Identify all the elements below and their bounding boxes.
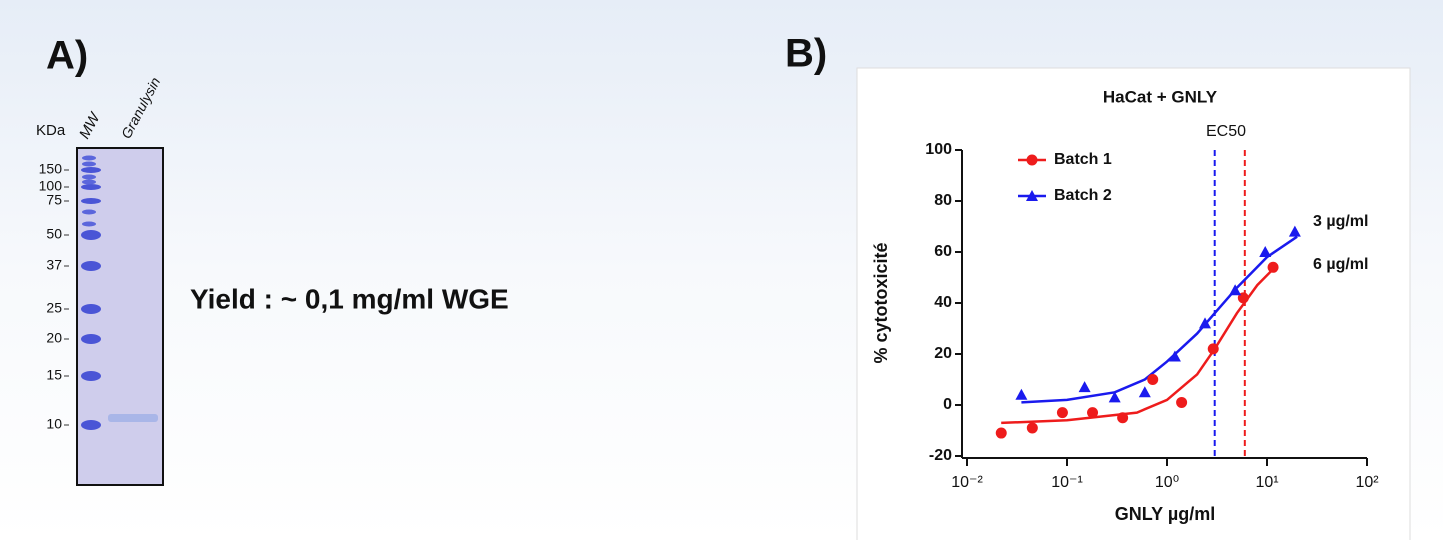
x-tick-label: 10⁻²: [951, 474, 983, 491]
y-tick-label: -20: [929, 447, 952, 464]
marker-band: [82, 175, 96, 180]
y-tick-label: 60: [934, 243, 952, 260]
page: {"panel_a": {"label": "A)", "units": "KD…: [0, 0, 1443, 540]
annotation: EC50: [1206, 123, 1246, 140]
marker-band: [81, 334, 101, 344]
x-tick-label: 10¹: [1255, 474, 1278, 491]
marker-label: 150: [39, 161, 63, 177]
y-tick-label: 80: [934, 192, 952, 209]
data-point: [1268, 262, 1279, 273]
y-tick-label: 100: [925, 141, 952, 158]
ec50-label: 6 µg/ml: [1313, 256, 1368, 273]
data-point: [1087, 407, 1098, 418]
units-label: KDa: [36, 122, 66, 139]
marker-label: 25: [46, 300, 62, 316]
marker-band: [81, 167, 101, 173]
marker-band: [81, 304, 101, 314]
yield-text: Yield : ~ 0,1 mg/ml WGE: [190, 283, 509, 314]
y-axis-label: % cytotoxicité: [871, 242, 891, 363]
marker-label: 37: [46, 257, 62, 273]
x-tick-label: 10⁰: [1155, 474, 1179, 491]
marker-band: [81, 230, 101, 240]
marker-band: [82, 162, 96, 167]
data-point: [1027, 422, 1038, 433]
data-point: [1057, 407, 1068, 418]
marker-band: [82, 210, 96, 215]
marker-band: [81, 261, 101, 271]
panel-label: A): [46, 34, 88, 78]
legend-marker: [1027, 155, 1038, 166]
x-axis-label: GNLY µg/ml: [1115, 504, 1215, 524]
slide: A) B) KDa MW Granulysin Yield : ~ 0,1 mg…: [0, 0, 1443, 540]
y-tick-label: 0: [943, 396, 952, 413]
legend-label: Batch 2: [1054, 187, 1112, 204]
protein-band: [108, 414, 158, 422]
marker-label: 15: [46, 367, 62, 383]
data-point: [1208, 343, 1219, 354]
marker-band: [82, 180, 96, 185]
panel-label: B): [785, 32, 827, 76]
ec50-label: 3 µg/ml: [1313, 213, 1368, 230]
y-tick-label: 40: [934, 294, 952, 311]
marker-band: [81, 420, 101, 430]
marker-band: [81, 184, 101, 190]
data-point: [996, 428, 1007, 439]
y-tick-label: 20: [934, 345, 952, 362]
marker-band: [82, 156, 96, 161]
chart-title: HaCat + GNLY: [1103, 87, 1218, 106]
data-point: [1117, 412, 1128, 423]
x-tick-label: 10²: [1355, 474, 1379, 491]
marker-label: 10: [46, 416, 62, 432]
data-point: [1147, 374, 1158, 385]
marker-band: [81, 198, 101, 204]
data-point: [1176, 397, 1187, 408]
marker-band: [82, 222, 96, 227]
marker-band: [81, 371, 101, 381]
marker-label: 20: [46, 330, 62, 346]
marker-label: 50: [46, 226, 62, 242]
x-tick-label: 10⁻¹: [1051, 474, 1083, 491]
marker-label: 75: [46, 192, 62, 208]
legend-label: Batch 1: [1054, 151, 1112, 168]
